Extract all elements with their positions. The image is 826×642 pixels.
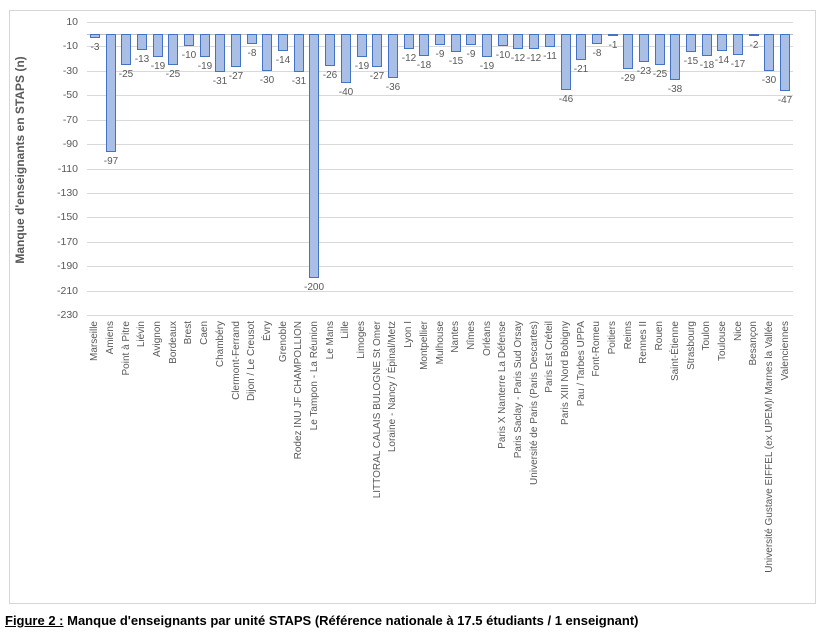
chart-frame	[9, 10, 816, 604]
figure-caption-label: Figure 2 :	[5, 613, 64, 628]
y-axis-title: Manque d'enseignants en STAPS (n)	[13, 56, 27, 264]
figure-caption-text: Manque d'enseignants par unité STAPS (Ré…	[63, 613, 639, 628]
figure-caption: Figure 2 : Manque d'enseignants par unit…	[5, 612, 821, 629]
